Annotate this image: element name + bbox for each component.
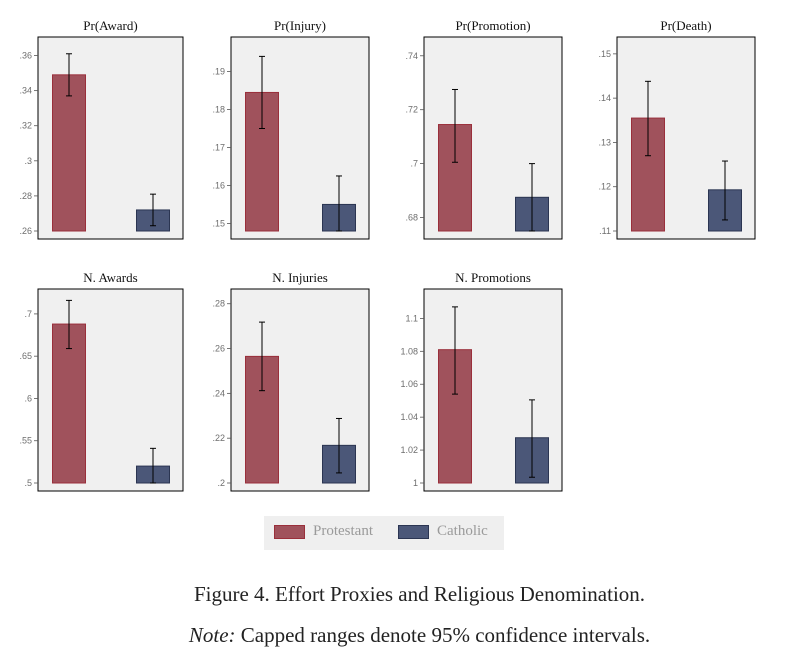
y-tick-label: .2 <box>217 478 225 488</box>
panel-title: N. Promotions <box>455 270 531 285</box>
y-tick-label: .3 <box>24 156 32 166</box>
y-tick-label: .74 <box>405 51 418 61</box>
y-tick-label: 1.06 <box>400 379 418 389</box>
y-tick-label: .15 <box>212 218 225 228</box>
y-tick-label: 1.08 <box>400 346 418 356</box>
panel-pr-death: Pr(Death) .11 .12 .13 .14 .15 <box>598 18 756 240</box>
panel-pr-promotion: Pr(Promotion) .68 .7 .72 .74 <box>405 18 563 240</box>
legend-label-protestant: Protestant <box>313 523 373 539</box>
panel-title: N. Awards <box>83 270 137 285</box>
figure-note: Note: Capped ranges denote 95% confidenc… <box>0 623 803 648</box>
figure-caption: Figure 4. Effort Proxies and Religious D… <box>193 582 646 606</box>
bar-protestant <box>52 323 86 484</box>
y-tick-label: .24 <box>212 388 225 398</box>
y-tick-label: .36 <box>19 51 32 61</box>
y-tick-label: .14 <box>598 93 611 103</box>
panel-n-promotions: N. Promotions 1 1.02 1.04 1.06 1.08 1.1 <box>400 270 563 492</box>
panel-title: Pr(Award) <box>83 18 137 33</box>
y-tick-label: .11 <box>599 226 611 236</box>
panel-pr-injury: Pr(Injury) .15 .16 .17 .18 .19 <box>212 18 370 240</box>
panel-title: N. Injuries <box>272 270 328 285</box>
panel-title: Pr(Death) <box>660 18 711 33</box>
y-tick-label: .18 <box>212 105 225 115</box>
y-tick-label: .26 <box>212 344 225 354</box>
y-tick-label: .7 <box>24 309 32 319</box>
note-text: Capped ranges denote 95% confidence inte… <box>235 623 651 647</box>
legend-label-catholic: Catholic <box>437 523 488 539</box>
y-tick-label: .28 <box>19 191 32 201</box>
y-tick-label: .72 <box>405 105 418 115</box>
panel-pr-award: Pr(Award) .26 .28 .3 .32 .34 .36 <box>19 18 184 240</box>
panel-n-injuries: N. Injuries .2 .22 .24 .26 .28 <box>212 270 370 492</box>
y-tick-label: .68 <box>405 213 418 223</box>
y-tick-label: .16 <box>212 180 225 190</box>
y-tick-label: .13 <box>598 137 611 147</box>
y-tick-label: .26 <box>19 226 32 236</box>
y-tick-label: .65 <box>19 351 32 361</box>
legend-swatch-catholic <box>398 525 429 539</box>
y-tick-label: .28 <box>212 299 225 309</box>
y-tick-label: 1 <box>413 478 418 488</box>
y-tick-label: .17 <box>212 142 225 152</box>
y-tick-label: .6 <box>24 393 32 403</box>
y-tick-label: .15 <box>598 49 611 59</box>
y-tick-label: .55 <box>19 436 32 446</box>
note-label: Note: <box>188 623 236 647</box>
y-tick-label: .7 <box>410 159 418 169</box>
panel-title: Pr(Promotion) <box>455 18 530 33</box>
legend-swatch-protestant <box>274 525 305 539</box>
y-tick-label: .34 <box>19 86 32 96</box>
y-tick-label: 1.02 <box>400 445 418 455</box>
panel-title: Pr(Injury) <box>274 18 326 33</box>
figure-panels: Pr(Award) .26 .28 .3 .32 .34 .36 Pr(Injury) .15.… <box>19 18 756 492</box>
legend: Protestant Catholic <box>264 516 504 550</box>
y-tick-label: .12 <box>598 182 611 192</box>
y-tick-label: 1.1 <box>405 313 418 323</box>
y-tick-label: .32 <box>19 121 32 131</box>
y-tick-label: .5 <box>24 478 32 488</box>
y-tick-label: .19 <box>212 67 225 77</box>
y-tick-label: .22 <box>212 433 225 443</box>
panel-n-awards: N. Awards .5 .55 .6 .65 .7 <box>19 270 184 492</box>
bar-protestant <box>52 74 86 232</box>
y-tick-label: 1.04 <box>400 412 418 422</box>
